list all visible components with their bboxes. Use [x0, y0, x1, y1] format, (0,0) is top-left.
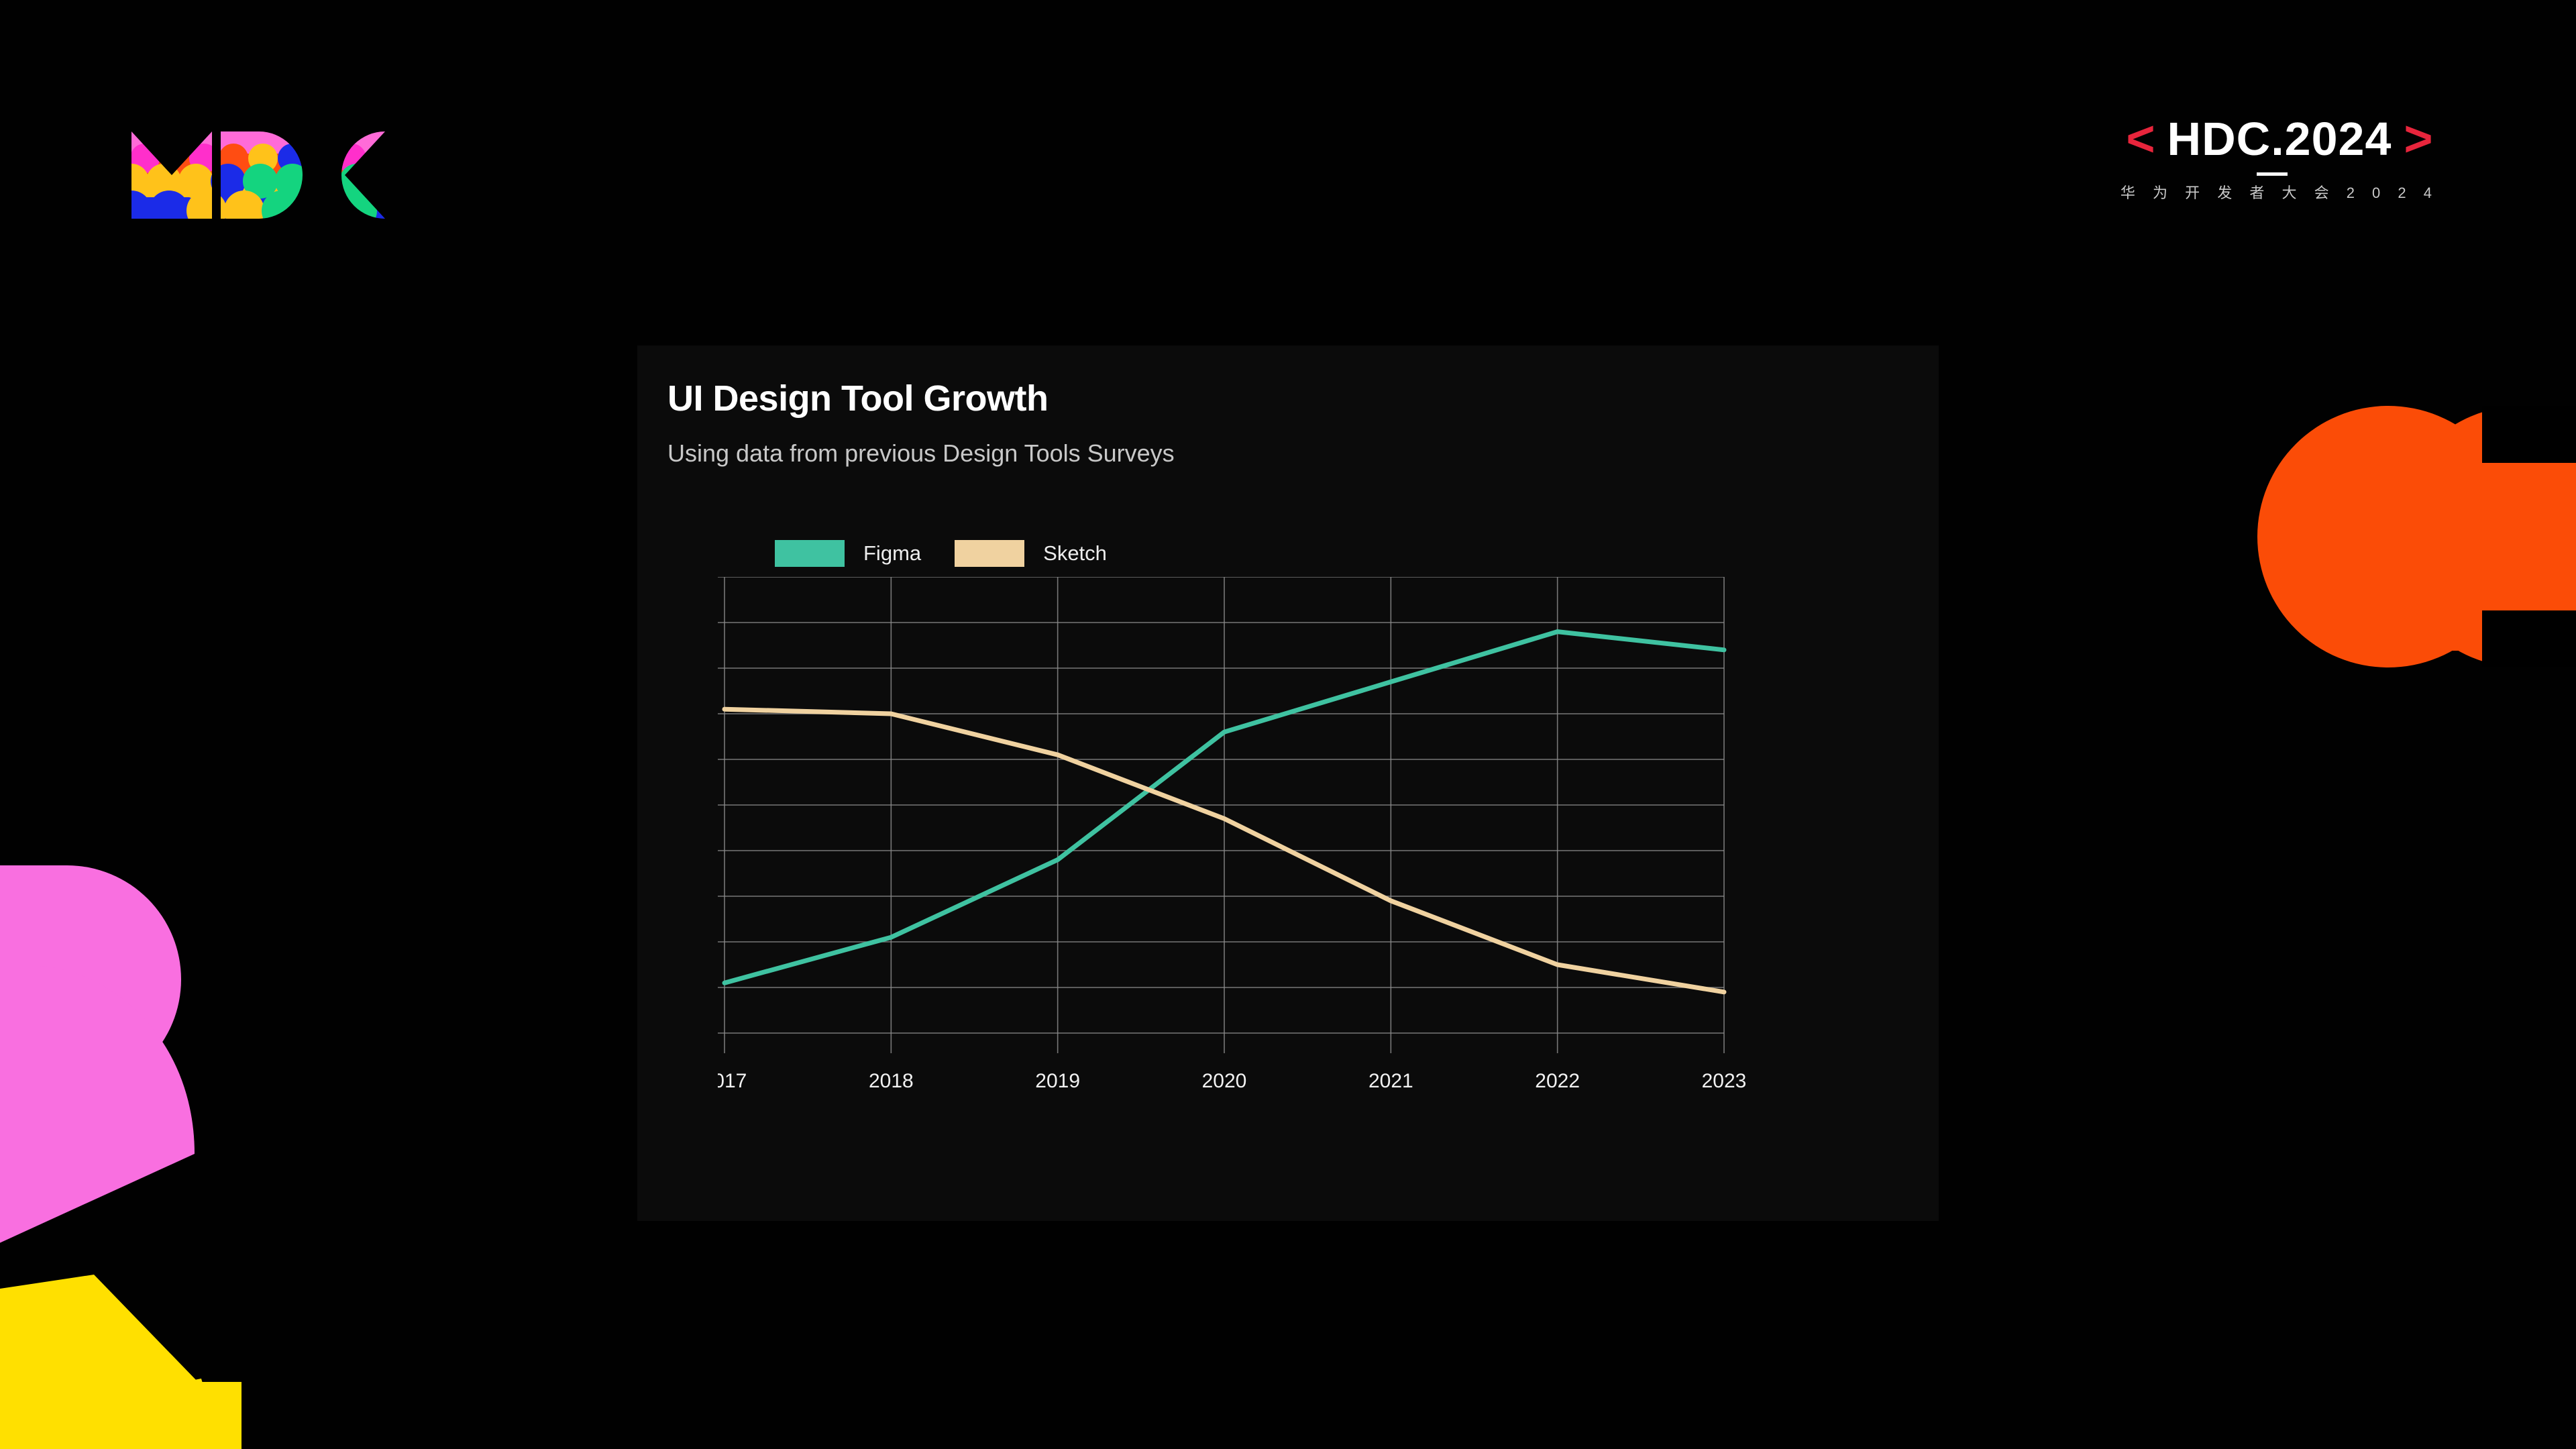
- chart-x-tick-labels: 2017 2018 2019 2020 2021 2022 2023: [718, 1070, 1746, 1092]
- chart-legend: Figma Sketch: [775, 540, 1107, 567]
- deco-pink-shape: [0, 865, 195, 1243]
- hdc-logo-lockup: < HDC.2024 > 华 为 开 发 者 大 会 2 0 2 4: [2121, 114, 2438, 203]
- x-tick-label: 2018: [869, 1070, 914, 1092]
- legend-item-figma[interactable]: Figma: [775, 540, 921, 567]
- chart-subtitle: Using data from previous Design Tools Su…: [667, 439, 1175, 467]
- hdc-title-row: < HDC.2024 >: [2126, 111, 2433, 176]
- x-tick-label: 2023: [1702, 1070, 1747, 1092]
- series-line-sketch: [722, 706, 1727, 995]
- x-tick-label: 2020: [1202, 1070, 1247, 1092]
- legend-item-sketch[interactable]: Sketch: [955, 540, 1107, 567]
- legend-label-sketch: Sketch: [1043, 541, 1107, 565]
- hdc-underscore-mark: [2257, 172, 2288, 176]
- chevron-right-icon: >: [2404, 111, 2433, 166]
- mdc-logo: [131, 131, 385, 219]
- x-tick-label: 2022: [1535, 1070, 1580, 1092]
- chevron-left-icon: <: [2126, 111, 2155, 166]
- x-tick-label: 2017: [718, 1070, 747, 1092]
- chart-title: UI Design Tool Growth: [667, 378, 1049, 419]
- hdc-subtitle: 华 为 开 发 者 大 会 2 0 2 4: [2120, 184, 2438, 201]
- deco-orange-shape: [2257, 406, 2576, 667]
- x-tick-label: 2021: [1368, 1070, 1413, 1092]
- chart-plot-area: 0102030405060708090100 20172018201920202…: [718, 577, 1898, 1120]
- line-chart-svg: 0102030405060708090100 20172018201920202…: [718, 577, 1746, 1092]
- legend-swatch-figma: [775, 540, 845, 567]
- series-line-figma: [722, 629, 1727, 985]
- hdc-title-text: HDC.2024: [2167, 113, 2392, 165]
- deco-yellow-shape: [0, 1275, 241, 1449]
- x-tick-label: 2019: [1035, 1070, 1080, 1092]
- chart-gridlines: [718, 577, 1725, 1053]
- legend-label-figma: Figma: [863, 541, 922, 565]
- chart-card: UI Design Tool Growth Using data from pr…: [637, 345, 1939, 1221]
- hdc-title: HDC.2024: [2167, 113, 2392, 176]
- chart-series-lines: [722, 629, 1727, 995]
- legend-swatch-sketch: [955, 540, 1025, 567]
